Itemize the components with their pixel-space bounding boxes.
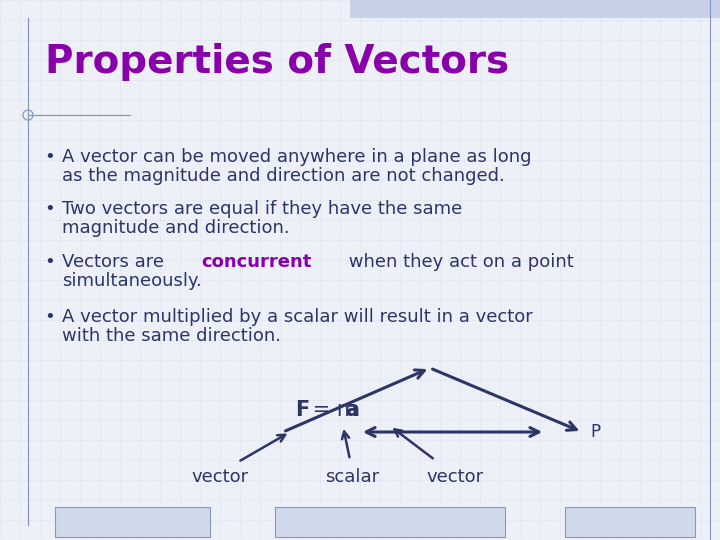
Bar <box>565 507 695 537</box>
Bar <box>350 0 720 18</box>
Text: vector: vector <box>426 468 484 486</box>
Text: •: • <box>45 148 55 166</box>
Text: scalar: scalar <box>325 468 379 486</box>
Text: = m: = m <box>306 400 357 420</box>
Text: as the magnitude and direction are not changed.: as the magnitude and direction are not c… <box>62 167 505 185</box>
Text: with the same direction.: with the same direction. <box>62 327 281 345</box>
Text: Vectors are: Vectors are <box>62 253 170 271</box>
Text: Properties of Vectors: Properties of Vectors <box>45 43 509 81</box>
Text: concurrent: concurrent <box>201 253 312 271</box>
Text: vector: vector <box>192 468 248 486</box>
Text: when they act on a point: when they act on a point <box>343 253 575 271</box>
Bar <box>55 507 210 537</box>
Text: a: a <box>345 400 359 420</box>
Bar <box>275 507 505 537</box>
Text: •: • <box>45 308 55 326</box>
Text: magnitude and direction.: magnitude and direction. <box>62 219 289 237</box>
Text: P: P <box>590 423 600 441</box>
Text: A vector multiplied by a scalar will result in a vector: A vector multiplied by a scalar will res… <box>62 308 533 326</box>
Text: F: F <box>295 400 310 420</box>
Text: Two vectors are equal if they have the same: Two vectors are equal if they have the s… <box>62 200 462 218</box>
Text: •: • <box>45 200 55 218</box>
Text: A vector can be moved anywhere in a plane as long: A vector can be moved anywhere in a plan… <box>62 148 531 166</box>
Text: simultaneously.: simultaneously. <box>62 272 202 290</box>
Text: •: • <box>45 253 55 271</box>
